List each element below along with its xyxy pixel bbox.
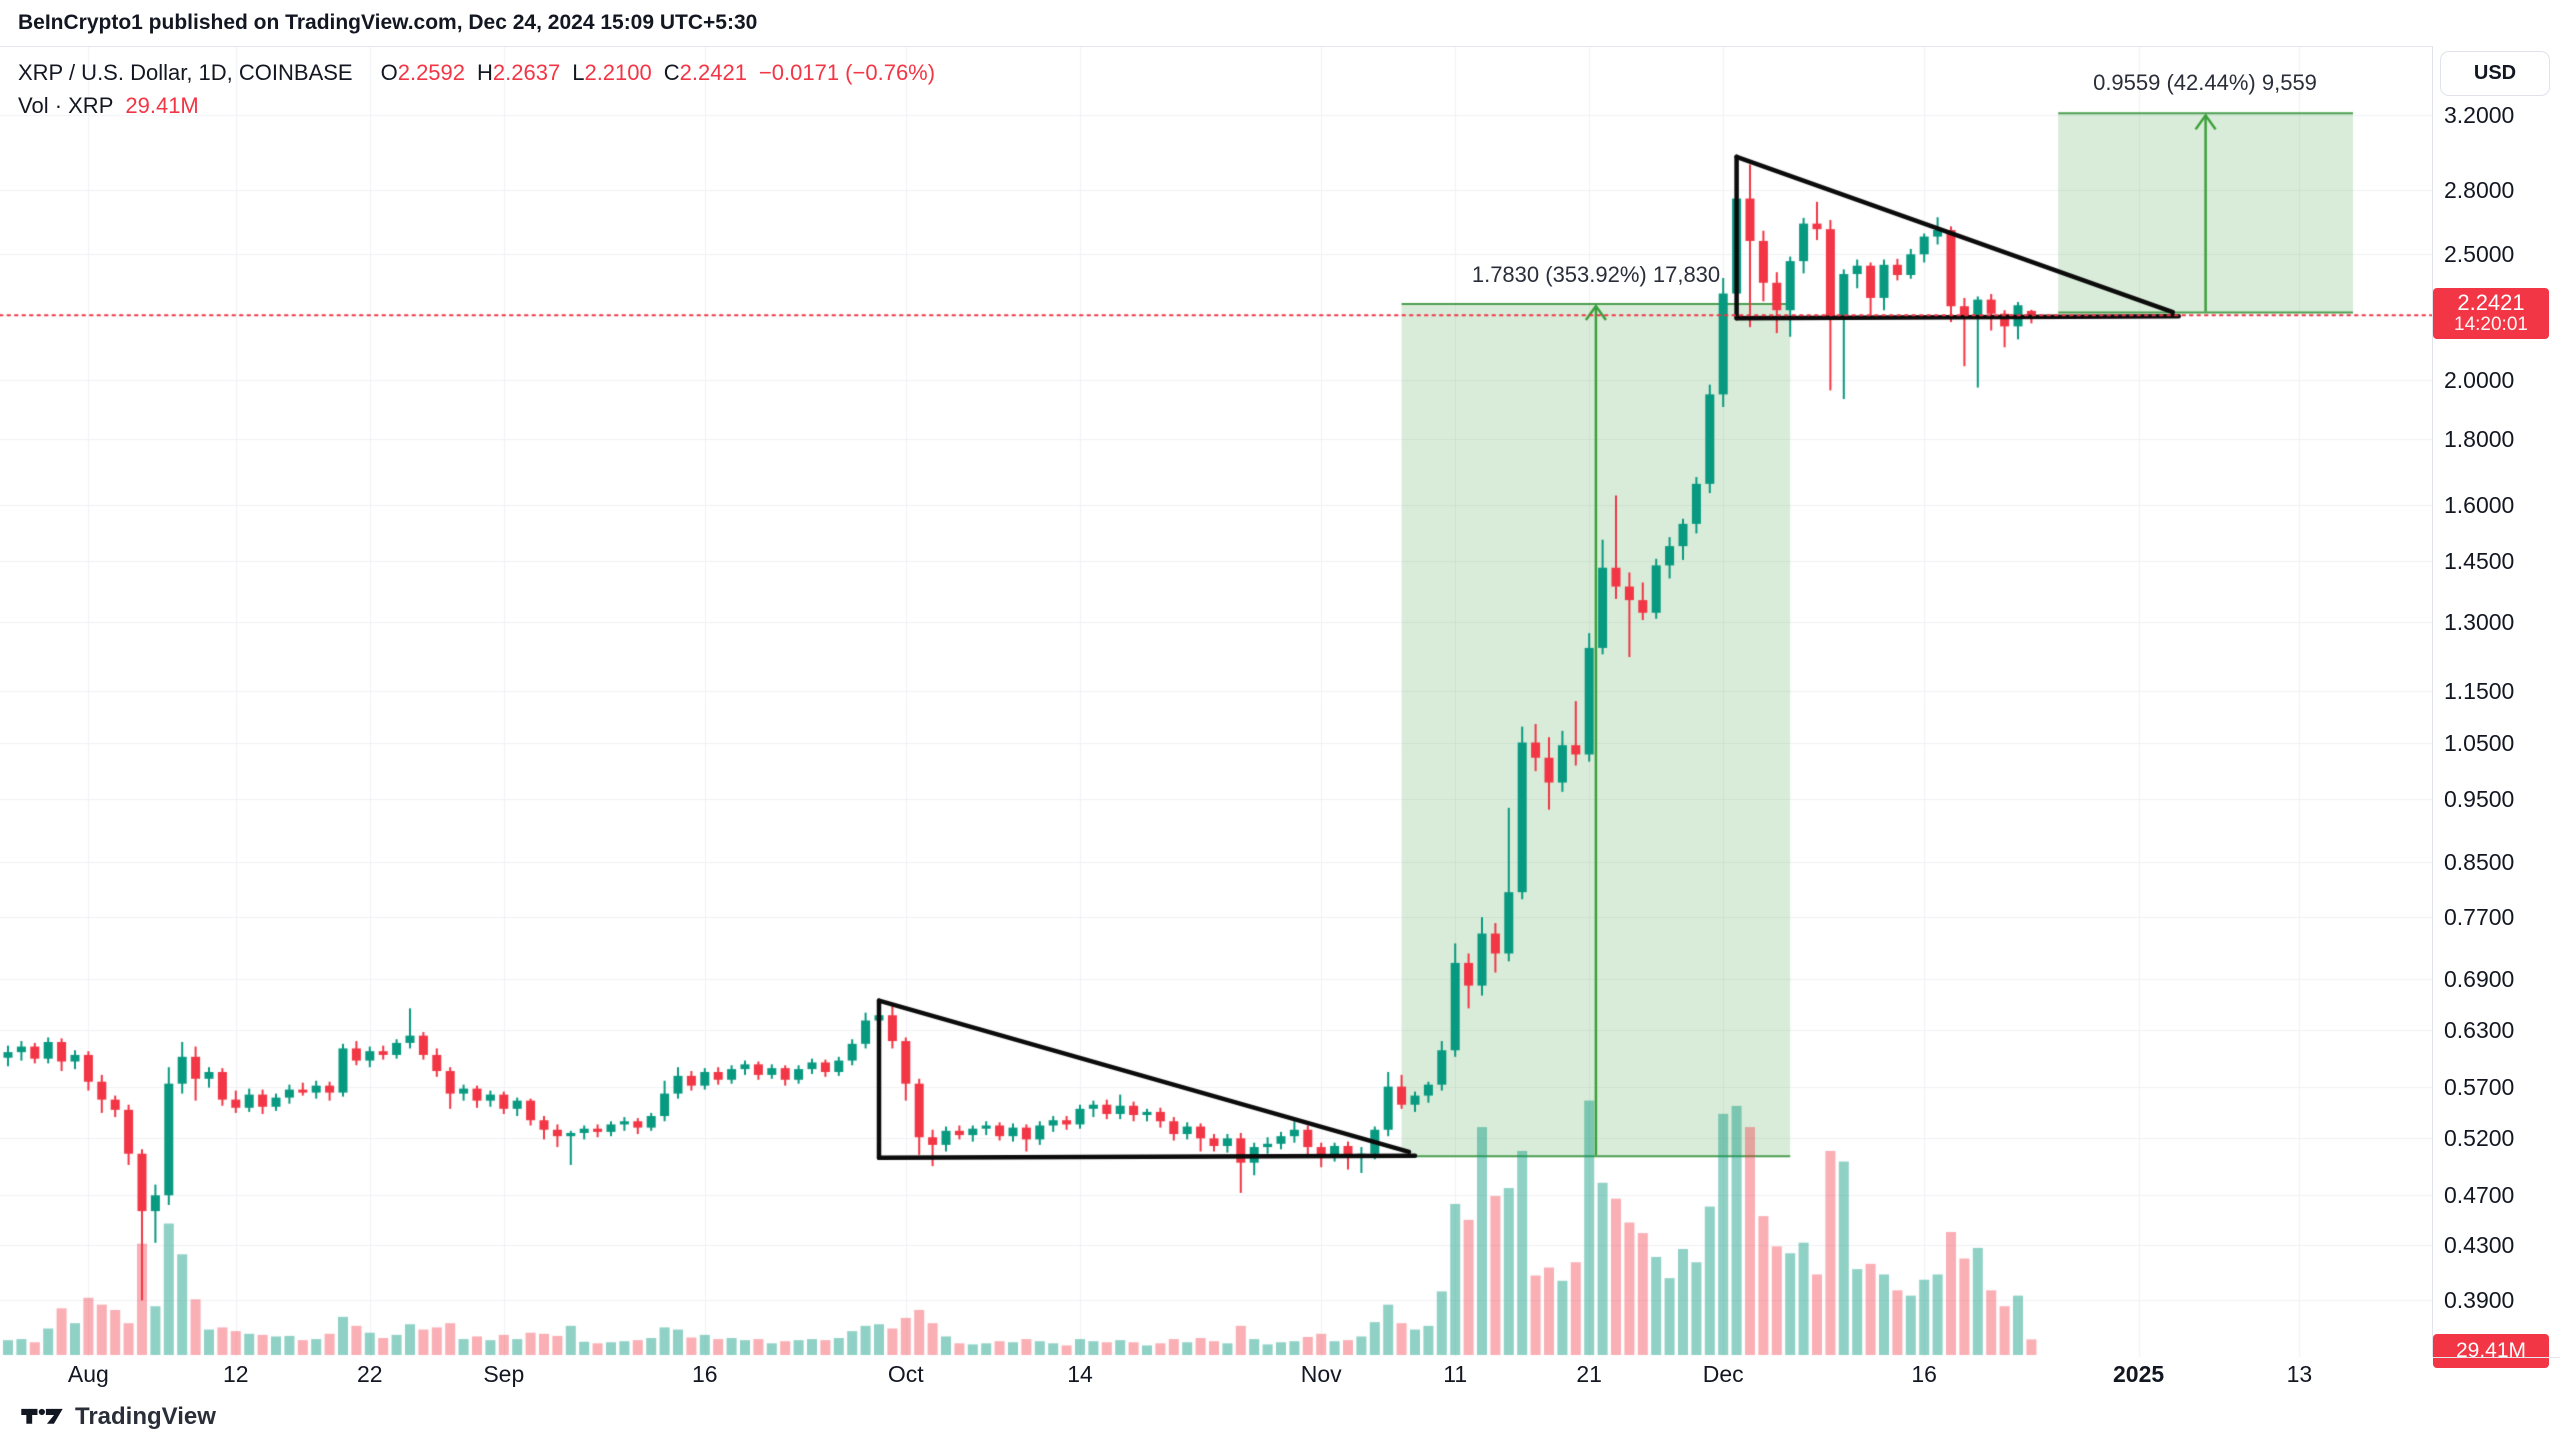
price-tick-label: 0.9500 bbox=[2444, 785, 2515, 812]
measure-label-projection: 0.9559 (42.44%) 9,559 bbox=[2093, 70, 2317, 95]
header-divider bbox=[0, 46, 2560, 47]
price-axis[interactable]: USD 3.2000 2.8000 2.5000 2.0000 1.8000 1.6000… bbox=[2433, 46, 2560, 1368]
price-tick-label: 1.8000 bbox=[2444, 425, 2515, 452]
high-value: 2.2637 bbox=[492, 60, 561, 85]
price-tick-label: 0.7700 bbox=[2444, 904, 2515, 931]
price-tick-label: 1.4500 bbox=[2444, 547, 2515, 574]
price-tick-label: 1.3000 bbox=[2444, 609, 2515, 636]
close-label: C bbox=[663, 60, 680, 85]
open-label: O bbox=[380, 60, 398, 85]
low-value: 2.2100 bbox=[584, 60, 652, 85]
price-tick-label: 2.8000 bbox=[2444, 177, 2515, 204]
tradingview-logo-icon[interactable] bbox=[20, 1405, 64, 1427]
price-tick-label: 1.0500 bbox=[2444, 729, 2515, 756]
footer-bar: TradingView bbox=[0, 1392, 2560, 1446]
time-tick-label: 12 bbox=[223, 1361, 249, 1387]
price-tick-label: 0.5700 bbox=[2444, 1073, 2515, 1100]
time-tick-label: Dec bbox=[1702, 1361, 1744, 1387]
time-tick-label: Oct bbox=[887, 1361, 924, 1387]
price-tick-label: 0.4700 bbox=[2444, 1182, 2515, 1209]
time-tick-label: Aug bbox=[67, 1361, 109, 1387]
bar-countdown: 14:20:01 bbox=[2454, 314, 2528, 336]
price-tick-label: 0.3900 bbox=[2444, 1287, 2515, 1314]
price-axis-border bbox=[2432, 46, 2433, 1392]
volume-value: 29.41M bbox=[125, 93, 199, 118]
price-tick-label: 0.4300 bbox=[2444, 1232, 2515, 1259]
price-tick-label: 3.2000 bbox=[2444, 101, 2515, 128]
high-label: H bbox=[477, 60, 493, 85]
time-tick-label: 13 bbox=[2286, 1361, 2313, 1387]
price-tick-label: 1.1500 bbox=[2444, 678, 2515, 705]
price-tick-label: 2.0000 bbox=[2444, 366, 2515, 393]
measure-label-rally: 1.7830 (353.92%) 17,830 bbox=[1471, 262, 1721, 287]
time-tick-label: 11 bbox=[1443, 1361, 1468, 1387]
time-tick-label: Sep bbox=[483, 1361, 525, 1387]
price-tick-label: 1.6000 bbox=[2444, 492, 2515, 519]
symbol-legend: XRP / U.S. Dollar, 1D, COINBASE O2.2592 H2… bbox=[18, 60, 935, 119]
time-tick-label: 14 bbox=[1067, 1361, 1093, 1387]
symbol-title: XRP / U.S. Dollar, 1D, COINBASE bbox=[18, 60, 353, 85]
price-tick-label: 0.5200 bbox=[2444, 1125, 2515, 1152]
last-price-badge: 2.2421 14:20:01 bbox=[2433, 288, 2549, 340]
price-tick-label: 0.6900 bbox=[2444, 966, 2515, 992]
time-tick-label: 22 bbox=[357, 1361, 383, 1387]
legend-volume-row: Vol · XRP 29.41M bbox=[18, 93, 935, 119]
attribution-text: BeInCrypto1 published on TradingView.com… bbox=[18, 11, 758, 34]
change-value: −0.0171 (−0.76%) bbox=[758, 60, 936, 85]
volume-axis-badge: 29.41M bbox=[2433, 1334, 2549, 1368]
time-axis[interactable]: Aug 12 22 Sep 16 Oct 14 Nov 11 21 Dec 16 2025 13 bbox=[0, 1357, 2433, 1392]
price-tick-label: 0.8500 bbox=[2444, 848, 2515, 875]
low-label: L bbox=[572, 60, 585, 85]
price-tick-label: 0.6300 bbox=[2444, 1017, 2515, 1044]
time-tick-label: 21 bbox=[1576, 1361, 1602, 1387]
time-tick-label: 2025 bbox=[2113, 1361, 2165, 1387]
time-tick-label: 16 bbox=[1911, 1361, 1937, 1387]
volume-label: Vol · XRP bbox=[18, 93, 114, 118]
price-tick-label: 2.5000 bbox=[2444, 240, 2515, 267]
time-tick-label: Nov bbox=[1300, 1361, 1342, 1387]
tradingview-brand-text[interactable]: TradingView bbox=[75, 1403, 216, 1430]
last-price-value: 2.2421 bbox=[2457, 290, 2525, 316]
open-value: 2.2592 bbox=[397, 60, 466, 85]
legend-ohlc-row: XRP / U.S. Dollar, 1D, COINBASE O2.2592 H2… bbox=[18, 60, 935, 86]
time-tick-label: 16 bbox=[692, 1361, 718, 1387]
close-value: 2.2421 bbox=[679, 60, 747, 85]
currency-toggle-button[interactable]: USD bbox=[2440, 51, 2550, 96]
